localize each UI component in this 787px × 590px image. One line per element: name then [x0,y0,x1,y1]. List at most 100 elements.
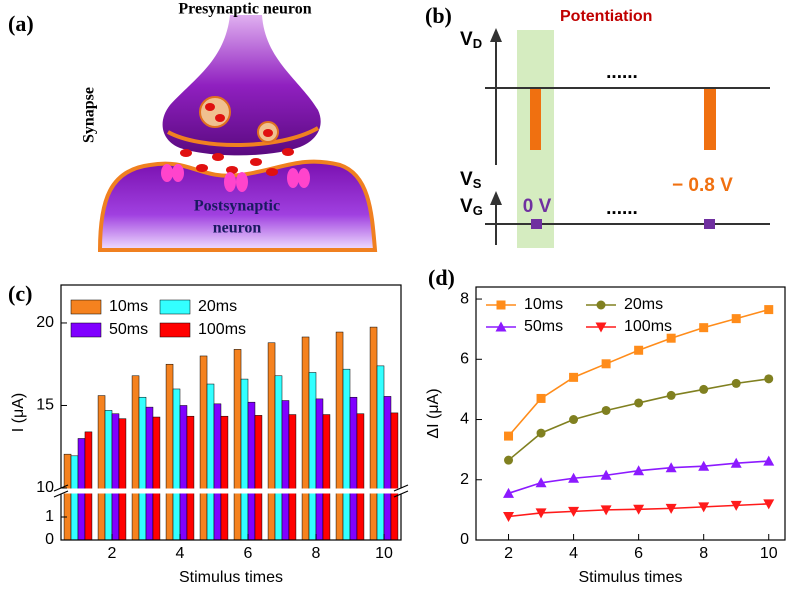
bar [322,414,331,541]
marker [601,405,611,415]
bar [369,326,378,541]
ellipsis: ...... [606,198,638,219]
x-tick-label: 6 [244,545,253,562]
y-tick-label: 1 [45,508,54,525]
bar [111,413,120,541]
marker [569,415,579,425]
potentiation-title: Potentiation [560,8,652,25]
pulse-label: − 0.8 V [672,175,733,196]
bar [308,372,317,541]
marker [596,300,606,310]
marker [731,314,741,324]
marker [698,460,710,471]
marker [535,508,547,519]
y-tick-label: 0 [460,531,469,548]
bar [131,375,140,541]
y-tick-label: 0 [45,531,54,548]
synapse-diagram: Presynaptic neuron Synapse Postsynaptic … [81,1,378,252]
x-tick-label: 2 [108,545,117,562]
legend-label: 100ms [198,321,246,338]
y-axis-label: I (μA) [10,393,27,432]
bar [383,396,392,541]
bar [152,416,161,541]
marker [699,384,709,394]
bar [172,388,181,541]
marker [568,506,580,517]
marker [731,378,741,388]
pulse-diagram: Potentiation ...... − 0.8 V VD VS VG 0 V… [460,8,770,248]
marker [666,390,676,400]
break-mark [393,484,409,492]
marker [730,457,742,468]
bar [281,400,290,541]
legend-label: 50ms [524,318,563,335]
bar [335,331,344,541]
bar [199,355,208,541]
y-tick-label: 8 [460,290,469,307]
y-tick-label: 4 [460,411,469,428]
bar [84,431,93,541]
break-mark [53,484,69,492]
plot-frame [60,284,402,541]
bar [97,395,106,541]
marker [699,323,709,333]
legend-label: 10ms [524,296,563,313]
presynaptic-label: Presynaptic neuron [178,1,311,18]
membrane [167,126,320,148]
bar [179,405,188,541]
bar [165,363,174,541]
v: V [460,196,473,217]
y-tick-label: 15 [36,397,54,414]
postsynaptic-label: Postsynaptic [194,198,280,215]
break-mark [53,490,69,498]
sub: D [473,36,482,51]
legend-swatch [159,299,191,315]
marker [634,398,644,408]
sub: G [473,203,483,218]
marker [730,500,742,511]
x-tick-label: 4 [569,545,578,562]
bar [63,453,72,541]
x-tick-label: 8 [699,545,708,562]
presynaptic-shape [162,15,321,156]
marker [763,455,775,466]
ellipsis: ...... [606,62,638,83]
x-tick-label: 10 [760,545,778,562]
bar [254,415,263,541]
x-axis-label: Stimulus times [578,569,682,586]
marker [495,321,507,332]
marker [601,359,611,369]
postsynaptic-label: neuron [213,220,262,237]
marker [764,305,774,315]
marker [600,469,612,480]
v: V [460,29,473,50]
gate-label: 0 V [523,196,552,217]
marker [536,393,546,403]
panel-label: (a) [8,11,34,36]
marker [764,374,774,384]
y-tick-label: 2 [460,471,469,488]
legend-label: 20ms [198,298,237,315]
marker [634,345,644,355]
synapse-label: Synapse [81,87,98,143]
bar [376,365,385,541]
legend-label: 20ms [624,296,663,313]
marker [595,322,607,333]
gate-pulse [704,219,715,229]
legend-label: 50ms [109,321,148,338]
x-tick-label: 4 [176,545,185,562]
marker [503,487,515,498]
panel-label: (c) [8,281,32,306]
bar [206,383,215,541]
legend-swatch [70,322,102,338]
arrow [490,28,502,42]
marker [503,512,515,523]
marker [569,372,579,382]
marker [568,472,580,483]
marker [496,300,506,310]
legend-swatch [159,322,191,338]
marker [535,477,547,488]
x-tick-label: 10 [375,545,393,562]
marker [504,431,514,441]
